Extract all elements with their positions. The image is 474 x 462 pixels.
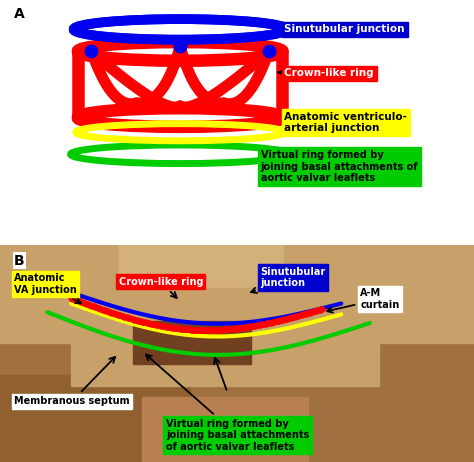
Bar [0,245,166,343]
Bar [133,321,251,364]
Text: Anatomic ventriculo-
arterial junction: Anatomic ventriculo- arterial junction [284,112,407,134]
Bar [71,288,379,386]
Bar [261,386,474,462]
Text: A: A [14,7,25,21]
Text: Sinutubular junction: Sinutubular junction [284,24,405,34]
Text: Virtual ring formed by
joining basal attachments
of aortic valvar leaflets: Virtual ring formed by joining basal att… [146,354,309,452]
Text: Virtual ring formed by
joining basal attachments of
aortic valvar leaflets: Virtual ring formed by joining basal att… [261,150,418,183]
Text: Sinutubular
junction: Sinutubular junction [251,267,326,293]
Text: Crown-like ring: Crown-like ring [278,68,374,79]
Text: Anatomic
VA junction: Anatomic VA junction [14,273,81,304]
Bar [118,245,308,321]
Bar [142,397,308,462]
Text: Crown-like ring: Crown-like ring [118,277,203,298]
Bar [284,245,474,343]
Text: B: B [14,254,25,267]
Text: A-M
curtain: A-M curtain [327,288,400,313]
Bar [0,375,190,462]
Text: Membranous septum: Membranous septum [14,357,130,406]
